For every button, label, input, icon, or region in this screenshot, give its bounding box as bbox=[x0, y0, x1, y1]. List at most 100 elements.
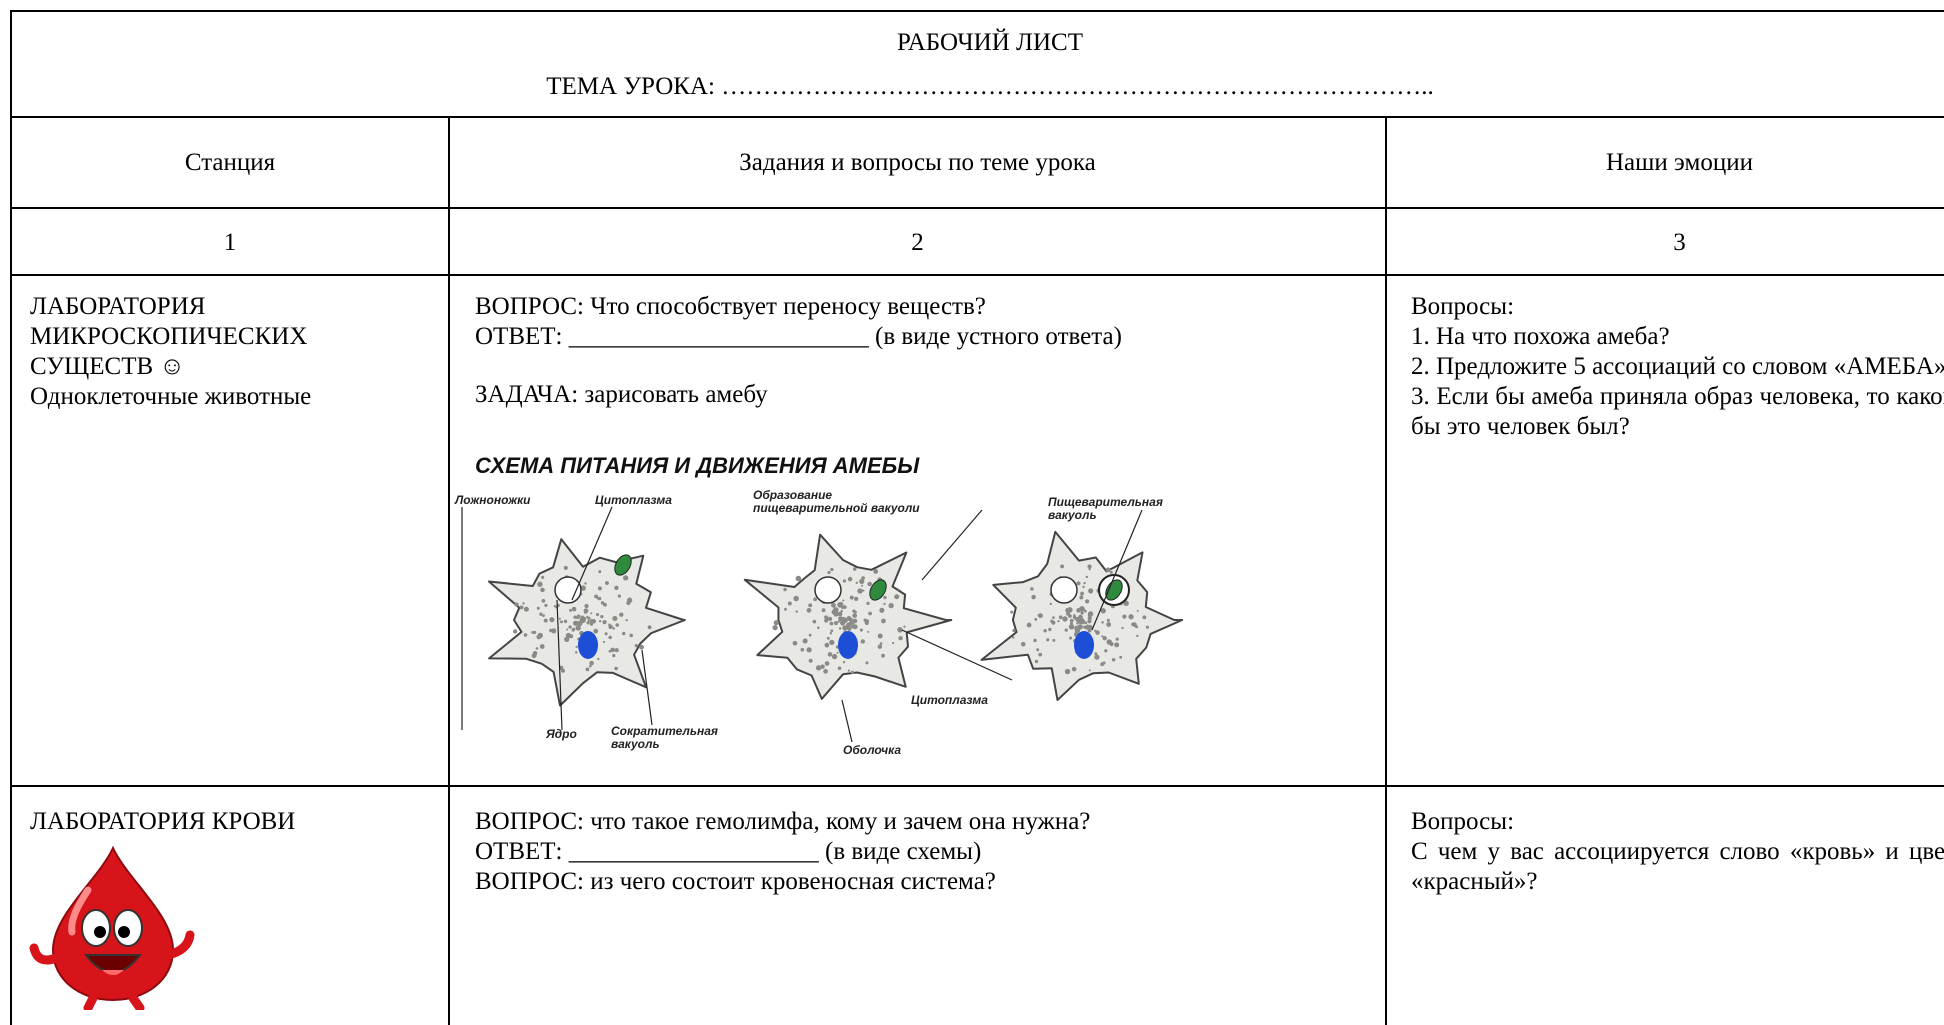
drawing-part bbox=[549, 617, 555, 623]
column-header: Станция bbox=[184, 149, 276, 176]
drawing-part bbox=[1030, 587, 1034, 591]
drawing-part bbox=[578, 631, 598, 659]
drawing-part bbox=[842, 599, 845, 602]
drawing-part bbox=[838, 631, 858, 659]
drawing-part bbox=[1038, 652, 1043, 657]
drawing-part bbox=[1034, 659, 1039, 664]
drawing-part bbox=[838, 627, 842, 630]
drawing-part bbox=[820, 664, 825, 669]
drawing-part bbox=[829, 621, 834, 626]
drawing-part bbox=[813, 597, 817, 602]
drawing-part bbox=[1043, 629, 1047, 633]
drawing-part bbox=[553, 605, 557, 608]
drawing-part bbox=[569, 608, 572, 612]
drawing-part bbox=[1106, 618, 1110, 622]
drawing-part bbox=[590, 622, 594, 626]
drawing-part bbox=[1088, 568, 1091, 571]
drawing-part bbox=[556, 599, 563, 731]
drawing-part bbox=[576, 614, 581, 619]
drawing-part bbox=[1121, 626, 1124, 630]
border bbox=[10, 10, 12, 1025]
station-line: МИКРОСКОПИЧЕСКИХ bbox=[30, 323, 308, 350]
column-number: 1 bbox=[223, 229, 237, 256]
drawing-part bbox=[1073, 614, 1076, 617]
drawing-part bbox=[1046, 638, 1050, 642]
station-line: Одноклеточные животные bbox=[30, 383, 312, 410]
drawing-part bbox=[595, 613, 600, 617]
figure-label: Образование пищеварительной вакуоли bbox=[753, 488, 920, 515]
drawing-part bbox=[1079, 606, 1085, 612]
drawing-part bbox=[815, 665, 822, 671]
drawing-part bbox=[1136, 634, 1139, 638]
drawing-part bbox=[1067, 607, 1073, 613]
drawing-part bbox=[589, 619, 595, 624]
station: ЛАБОРАТОРИЯ КРОВИ bbox=[30, 807, 440, 837]
emotion-line: С чем у вас ассоциируется слово «кровь» … bbox=[1411, 838, 1944, 895]
drawing-part bbox=[568, 625, 572, 629]
drawing-part bbox=[523, 606, 529, 612]
drawing-part bbox=[598, 619, 602, 623]
drawing-part bbox=[563, 619, 568, 624]
station: ЛАБОРАТОРИЯ МИКРОСКОПИЧЕСКИХ СУЩЕСТВ ☺ О… bbox=[30, 292, 440, 412]
drawing-part bbox=[566, 628, 569, 631]
figure-label: Ложноножки bbox=[455, 493, 531, 507]
drawing-part bbox=[772, 624, 778, 631]
drawing-part bbox=[600, 601, 605, 605]
drawing-part bbox=[541, 598, 546, 603]
drawing-part bbox=[903, 625, 906, 628]
drawing-part bbox=[1119, 655, 1123, 659]
drawing-part bbox=[1050, 576, 1078, 604]
drawing-part bbox=[1057, 620, 1060, 623]
drawing-part bbox=[1083, 581, 1086, 585]
emotion-line: Вопросы: bbox=[1411, 293, 1515, 320]
drawing-part bbox=[1083, 625, 1087, 629]
drawing-part bbox=[612, 615, 618, 622]
drawing-part bbox=[1071, 666, 1077, 672]
drawing-part bbox=[881, 618, 886, 624]
drawing-part bbox=[1087, 564, 1092, 569]
drawing-part bbox=[865, 661, 869, 665]
task-line: ВОПРОС: из чего состоит кровеносная сист… bbox=[475, 868, 996, 895]
drawing-part bbox=[580, 617, 586, 623]
drawing-part bbox=[852, 613, 858, 618]
drawing-part bbox=[1136, 609, 1139, 612]
title: РАБОЧИЙ ЛИСТ bbox=[897, 29, 1083, 56]
drawing-part bbox=[824, 642, 830, 648]
tasks: ВОПРОС: Что способствует переносу вещест… bbox=[475, 292, 1375, 410]
drawing-part bbox=[862, 589, 865, 592]
drawing-part bbox=[532, 651, 538, 656]
drawing-part bbox=[539, 612, 543, 616]
drawing-part bbox=[792, 640, 798, 646]
drawing-part bbox=[523, 633, 528, 637]
drawing-part bbox=[1010, 610, 1014, 614]
drawing-part bbox=[837, 611, 843, 617]
drawing-part bbox=[1115, 637, 1119, 641]
drawing-part bbox=[1079, 595, 1084, 600]
drawing-part bbox=[867, 630, 870, 633]
drawing-part bbox=[1080, 611, 1084, 615]
drawing-part bbox=[840, 609, 844, 613]
drawing-part bbox=[600, 614, 604, 619]
border bbox=[10, 207, 1944, 209]
drawing-part bbox=[531, 631, 534, 634]
drawing-part bbox=[1064, 628, 1068, 632]
drawing-part bbox=[864, 619, 870, 624]
drawing-part bbox=[821, 608, 826, 613]
drawing-part bbox=[625, 619, 628, 622]
drawing-part bbox=[619, 612, 624, 617]
drawing-part bbox=[898, 635, 903, 641]
drawing-part bbox=[881, 653, 885, 658]
drawing-part bbox=[1058, 615, 1063, 620]
figure-label: Цитоплазма bbox=[595, 493, 672, 507]
drawing-part bbox=[827, 616, 833, 622]
drawing-part bbox=[921, 509, 983, 581]
drawing-part bbox=[563, 565, 568, 571]
drawing-part bbox=[827, 570, 831, 575]
emotion-line: 2. Предложите 5 ассоциаций со словом «АМ… bbox=[1411, 353, 1944, 380]
drawing-part bbox=[852, 609, 856, 613]
drawing-part bbox=[608, 623, 611, 627]
drawing-part bbox=[571, 606, 577, 612]
drawing-part bbox=[541, 575, 545, 579]
drawing-part bbox=[641, 649, 653, 726]
drawing-part bbox=[1109, 570, 1113, 574]
